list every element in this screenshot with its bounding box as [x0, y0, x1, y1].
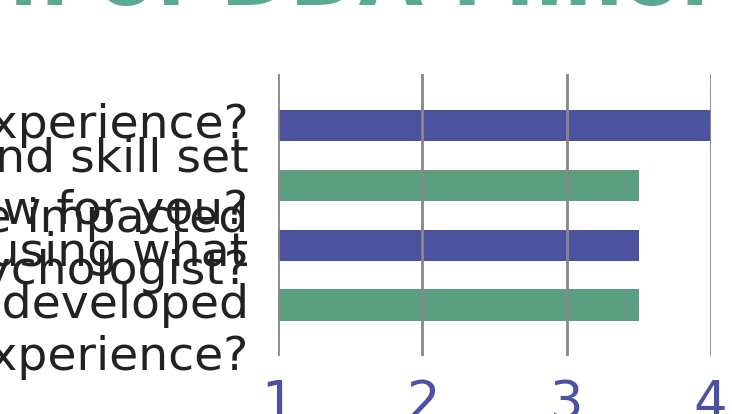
Bar	[278, 230, 638, 261]
Bar	[278, 289, 638, 321]
Title: Fellow Survey Responses After
Completion of DDA Minor Rotation (N=2): Fellow Survey Responses After Completion…	[0, 0, 732, 22]
Bar	[278, 110, 710, 141]
Bar	[278, 170, 638, 201]
